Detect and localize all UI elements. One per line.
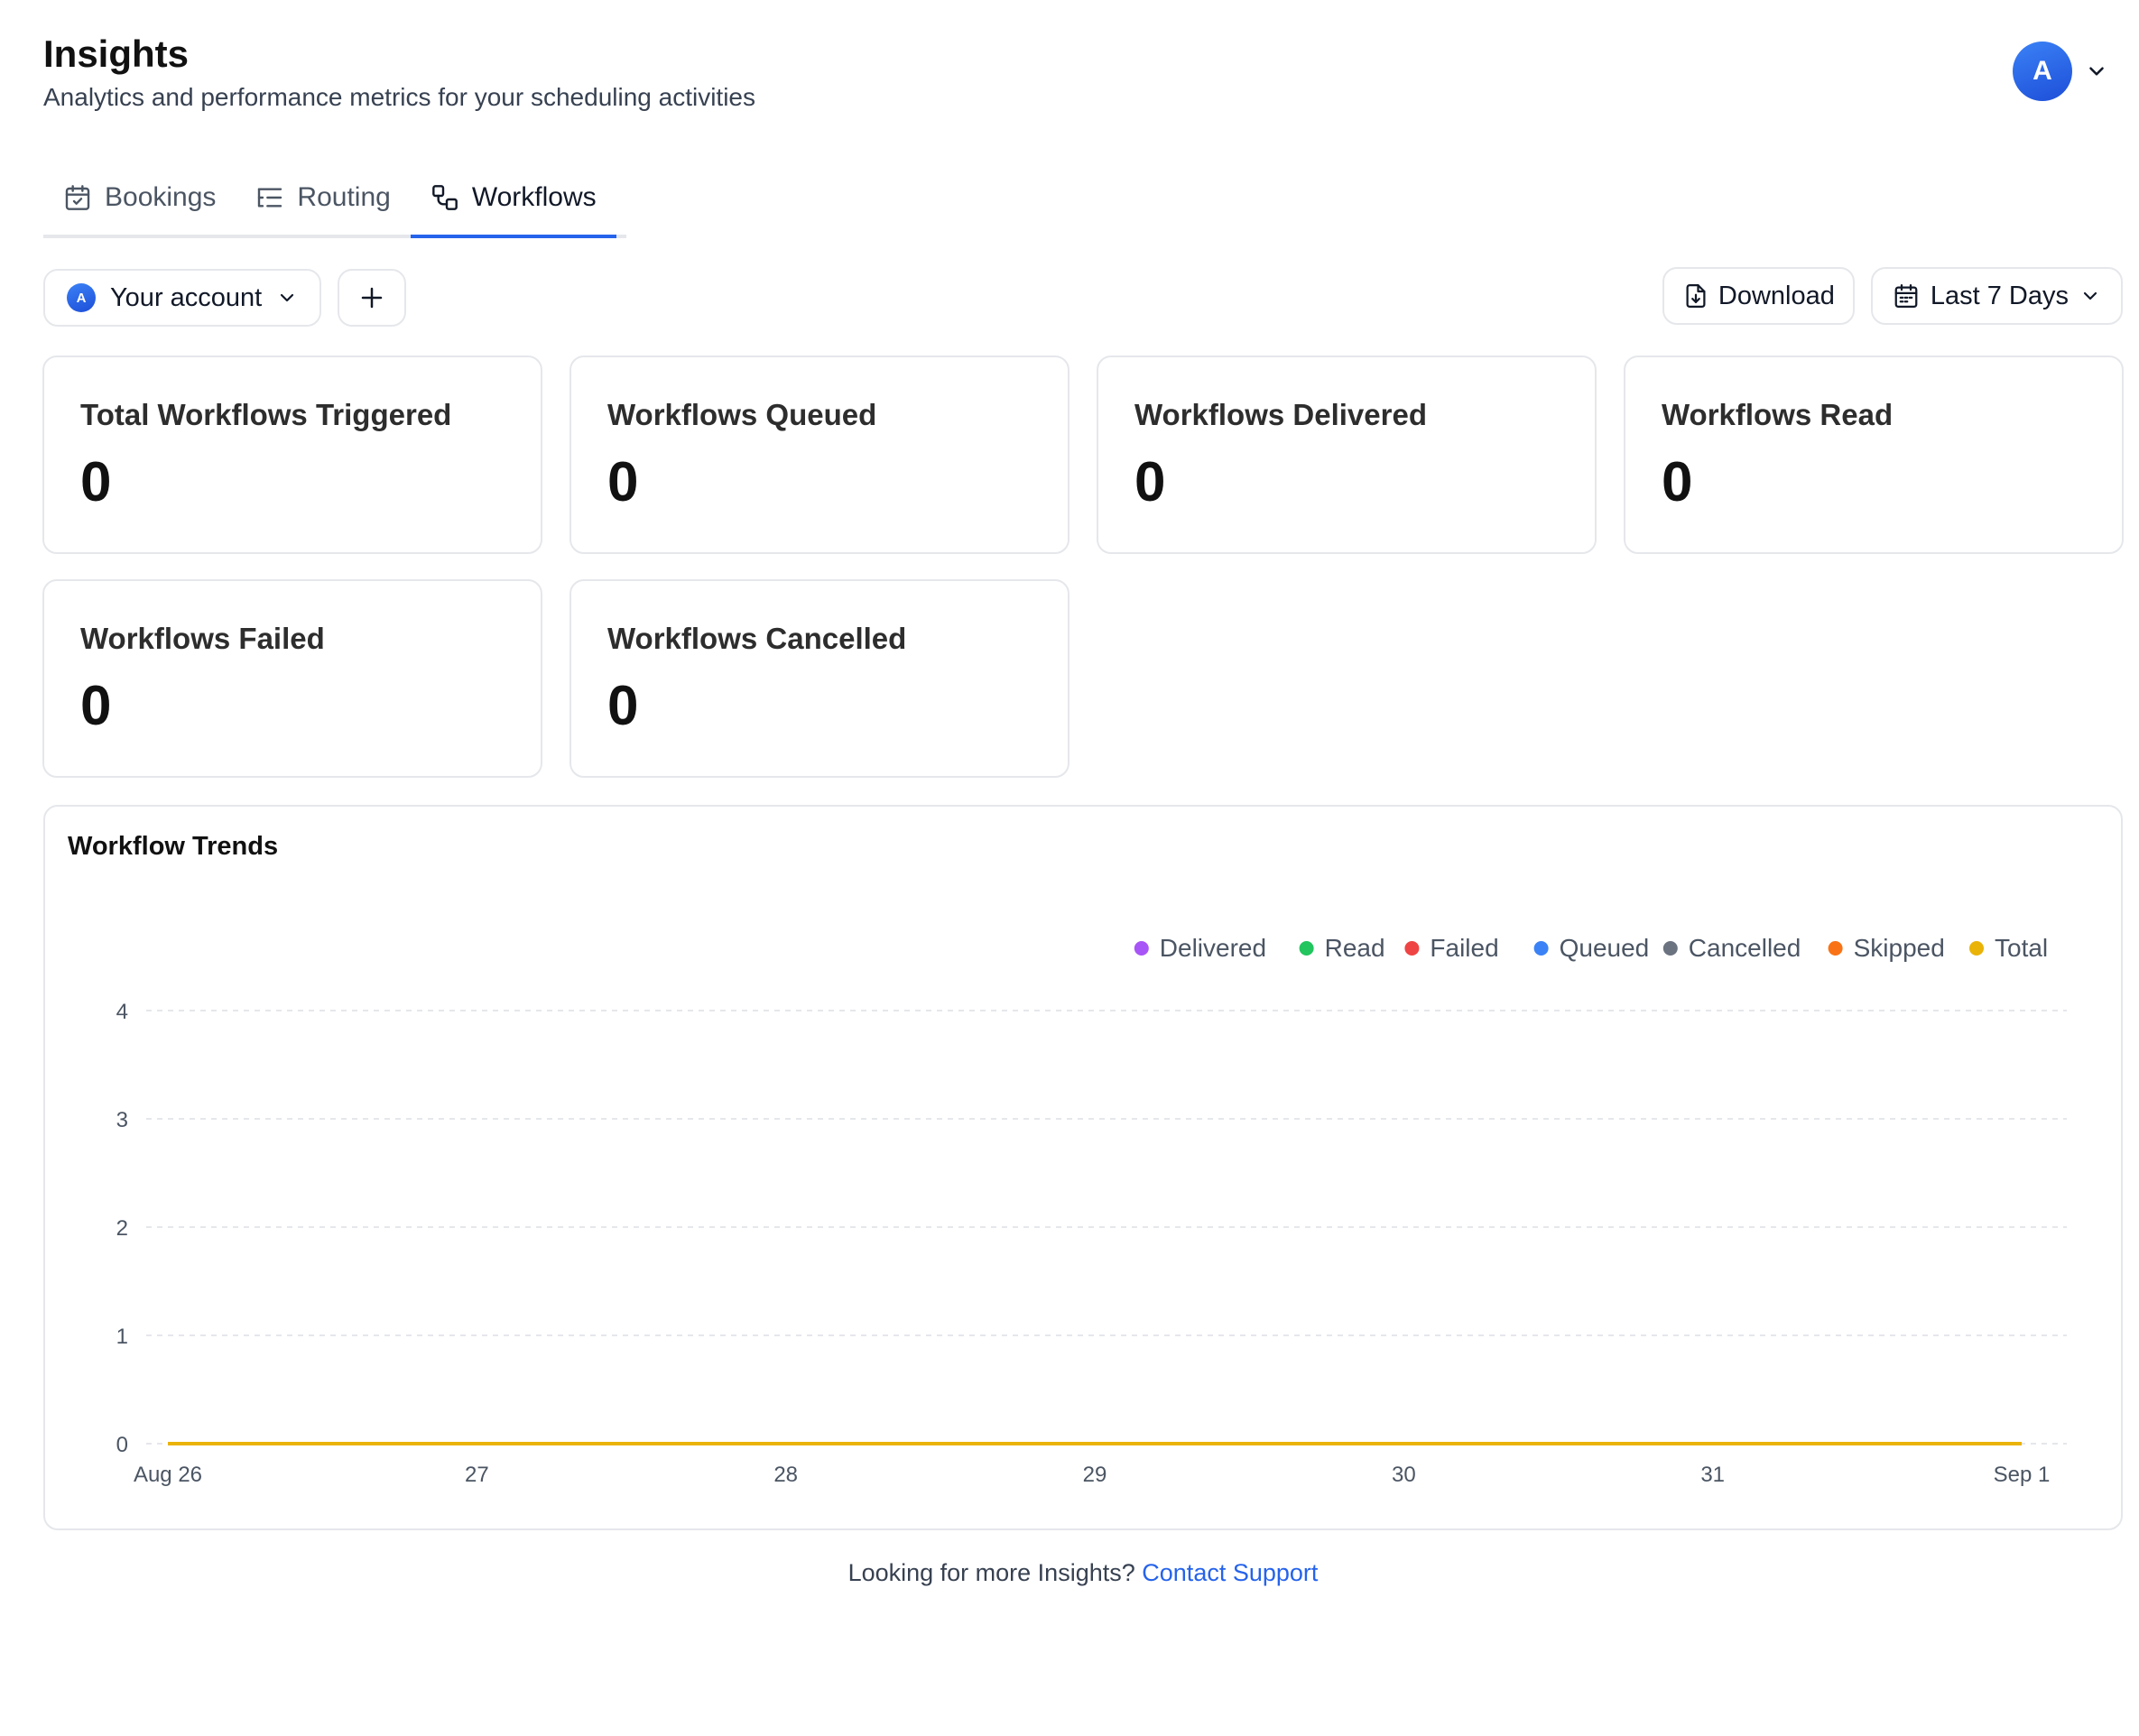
- legend-label: Skipped: [1854, 934, 1945, 962]
- y-tick-label: 3: [116, 1108, 128, 1132]
- x-tick-label: Sep 1: [1994, 1463, 2051, 1487]
- file-download-icon: [1686, 284, 1706, 308]
- metric-value: 0: [1662, 451, 1693, 513]
- metric-value: 0: [1134, 451, 1166, 513]
- metric-card-total-triggered: Total Workflows Triggered 0: [42, 356, 542, 554]
- metric-label: Total Workflows Triggered: [80, 398, 452, 431]
- download-button[interactable]: Download: [1662, 267, 1855, 325]
- legend-marker: [1404, 941, 1420, 956]
- plus-icon: [361, 287, 383, 309]
- page-subtitle: Analytics and performance metrics for yo…: [43, 83, 756, 111]
- account-filter-label: Your account: [110, 282, 263, 312]
- y-tick-label: 2: [116, 1216, 128, 1241]
- legend-label: Queued: [1560, 934, 1650, 962]
- chevron-down-icon: [2083, 291, 2097, 300]
- metric-card-cancelled: Workflows Cancelled 0: [569, 579, 1070, 778]
- metric-value: 0: [80, 451, 112, 513]
- y-tick-label: 0: [116, 1433, 128, 1457]
- legend-marker: [1828, 941, 1843, 956]
- tab-label: Routing: [297, 182, 391, 212]
- chevron-down-icon[interactable]: [2085, 60, 2108, 83]
- tab-label: Bookings: [105, 182, 217, 212]
- x-tick-label: 29: [1083, 1463, 1107, 1487]
- date-range-select[interactable]: Last 7 Days: [1870, 267, 2123, 325]
- filter-bar: A Your account: [43, 269, 407, 327]
- x-tick-label: 28: [773, 1463, 798, 1487]
- avatar[interactable]: A: [2013, 42, 2072, 101]
- tab-bookings[interactable]: Bookings: [43, 161, 236, 235]
- legend-label: Cancelled: [1689, 934, 1801, 962]
- legend-marker: [1134, 941, 1149, 956]
- metric-value: 0: [80, 675, 112, 737]
- add-filter-button[interactable]: [338, 269, 407, 327]
- metric-label: Workflows Queued: [607, 398, 877, 431]
- account-avatar: A: [67, 283, 96, 312]
- metric-card-delivered: Workflows Delivered 0: [1097, 356, 1597, 554]
- legend-label: Read: [1325, 934, 1385, 962]
- legend-marker: [1662, 941, 1678, 956]
- metric-card-queued: Workflows Queued 0: [569, 356, 1070, 554]
- workflow-trends-chart: 0 1 2 3 4 Aug 26 27 28 29 30 31 Sep 1 Delivered Read F…: [116, 934, 2067, 1487]
- footer-text: Looking for more Insights?: [847, 1559, 1135, 1586]
- chevron-down-icon: [281, 293, 294, 302]
- user-menu[interactable]: A: [2013, 42, 2108, 101]
- date-range-label: Last 7 Days: [1930, 281, 2069, 310]
- metric-card-read: Workflows Read 0: [1624, 356, 2124, 554]
- legend-label: Delivered: [1160, 934, 1266, 962]
- tab-workflows[interactable]: Workflows: [410, 161, 616, 238]
- x-tick-label: 27: [465, 1463, 489, 1487]
- x-tick-label: 30: [1392, 1463, 1416, 1487]
- tab-routing[interactable]: Routing: [236, 161, 410, 235]
- footer: Looking for more Insights? Contact Suppo…: [0, 1559, 2139, 1587]
- routing-list-icon: [258, 188, 282, 208]
- metric-label: Workflows Read: [1662, 398, 1894, 431]
- toolbar-actions: Download Last 7 Days: [1662, 267, 2123, 325]
- y-tick-label: 1: [116, 1325, 128, 1349]
- metric-value: 0: [607, 451, 639, 513]
- calendar-check-icon: [65, 185, 90, 210]
- legend-label: Failed: [1430, 934, 1498, 962]
- insights-tabs: Bookings Routing Workflows: [43, 161, 626, 238]
- metric-label: Workflows Failed: [80, 622, 325, 655]
- y-tick-label: 4: [116, 1000, 128, 1024]
- page-header: Insights Analytics and performance metri…: [43, 31, 755, 115]
- account-filter-button[interactable]: A Your account: [43, 269, 322, 327]
- x-tick-label: 31: [1700, 1463, 1725, 1487]
- legend-marker: [1533, 941, 1549, 956]
- metric-card-failed: Workflows Failed 0: [42, 579, 542, 778]
- metric-label: Workflows Cancelled: [607, 622, 907, 655]
- legend-marker: [1969, 941, 1984, 956]
- contact-support-link[interactable]: Contact Support: [1142, 1559, 1319, 1586]
- workflow-trends-card: Workflow Trends 0 1 2 3 4 Aug 26 27 28 29 30 31 Sep…: [43, 805, 2123, 1530]
- page-title: Insights: [43, 32, 190, 75]
- x-tick-label: Aug 26: [134, 1463, 202, 1487]
- download-label: Download: [1718, 281, 1835, 310]
- tab-label: Workflows: [471, 182, 597, 212]
- legend-marker: [1299, 941, 1314, 956]
- calendar-icon: [1894, 284, 1918, 308]
- chart-title: Workflow Trends: [68, 832, 279, 861]
- workflow-icon: [431, 185, 458, 210]
- metric-value: 0: [607, 675, 639, 737]
- legend-label: Total: [1995, 934, 2048, 962]
- metric-label: Workflows Delivered: [1134, 398, 1427, 431]
